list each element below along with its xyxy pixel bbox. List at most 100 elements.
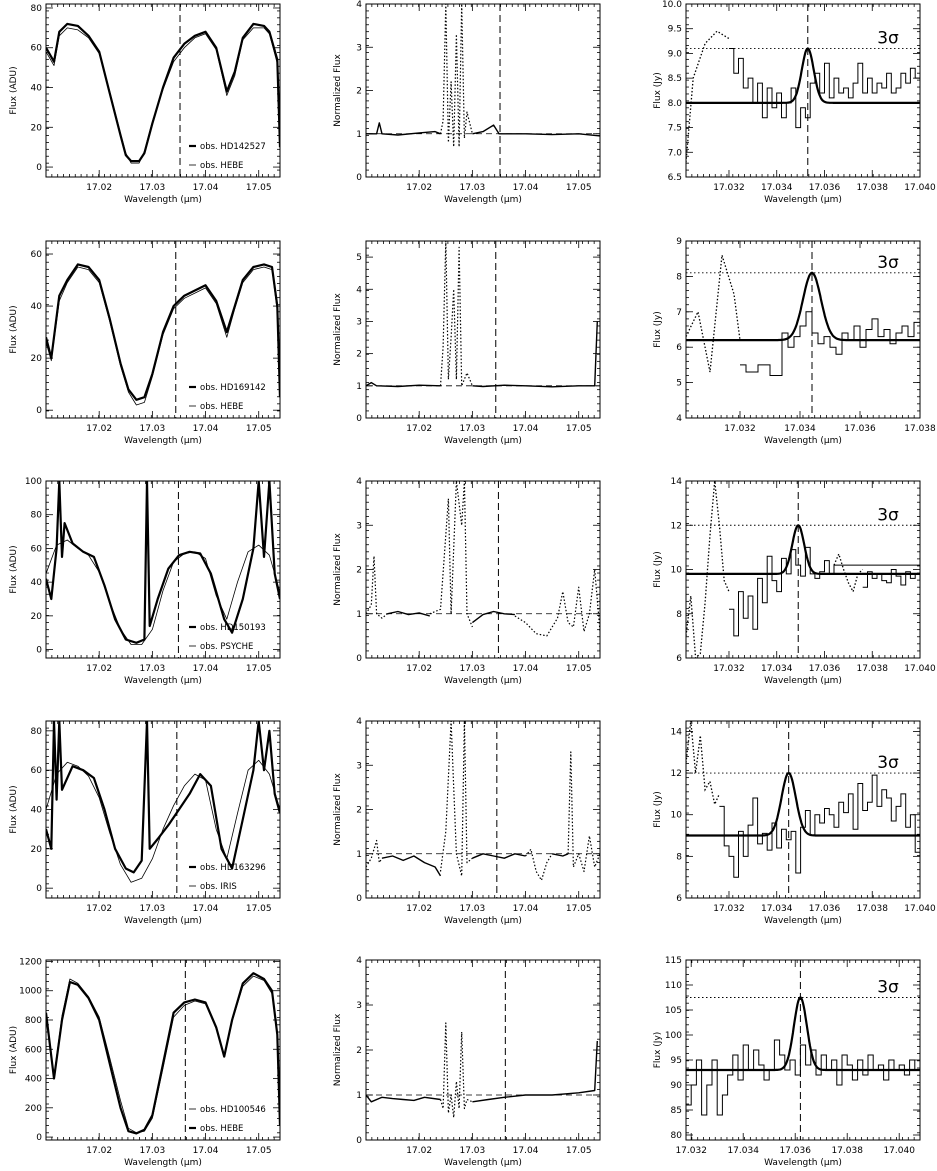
- axis-ticks: [686, 721, 921, 899]
- x-tick-label: 17.036: [809, 904, 841, 914]
- y-axis-label: Flux (ADU): [9, 545, 19, 593]
- panel-r3-c1: 17.02 17.03 17.04 17.05 0 20 40 60 80 100 Waveleng…: [9, 477, 281, 686]
- x-tick-label: 17.038: [856, 904, 888, 914]
- plot-frame: [365, 480, 601, 659]
- y-tick-label: 6: [676, 654, 682, 664]
- legend-label: obs. HEBE: [200, 402, 243, 412]
- y-tick-label: 80: [31, 727, 43, 737]
- y-tick-label: 115: [665, 956, 682, 966]
- x-tick-label: 17.02: [86, 904, 112, 914]
- x-tick-label: 17.036: [779, 1146, 811, 1156]
- x-tick-label: 17.032: [713, 904, 745, 914]
- x-tick-label: 17.05: [566, 1146, 592, 1156]
- legend-label: obs. HD150193: [200, 623, 266, 633]
- y-tick-label: 20: [31, 354, 43, 364]
- legend-label: obs. HD142527: [200, 142, 266, 152]
- legend-label: obs. HEBE: [200, 161, 243, 171]
- axis-ticks: [366, 3, 600, 178]
- panel-r5-c2: 17.02 17.03 17.04 17.05 0 1 2 3 4 Wavelength (μm)…: [333, 956, 601, 1168]
- y-tick-label: 9.5: [668, 25, 682, 35]
- plot-area: [46, 481, 280, 658]
- legend-label: obs. HD169142: [200, 383, 266, 393]
- panel-r4-c3: 17.032 17.034 17.036 17.038 17.040 6 8 10 12 14 Wa…: [653, 720, 936, 926]
- y-tick-label: 400: [25, 1075, 42, 1085]
- y-tick-label: 14: [671, 727, 683, 737]
- spectrum-series-3: [439, 721, 473, 877]
- y-tick-label: 14: [671, 477, 683, 487]
- y-tick-label: 0: [356, 414, 362, 424]
- x-tick-label: 17.03: [459, 183, 485, 193]
- y-tick-label: 1: [356, 850, 362, 860]
- panel-r2-c2: 17.02 17.03 17.04 17.05 0 1 2 3 4 5 Wavelength (μm…: [333, 240, 601, 446]
- x-tick-label: 17.040: [883, 1146, 915, 1156]
- x-axis-label: Wavelength (μm): [764, 436, 842, 446]
- plot-area: [366, 241, 600, 418]
- x-axis-label: Wavelength (μm): [764, 195, 842, 205]
- spectrum-series-3: [472, 124, 600, 137]
- y-tick-label: 7.0: [668, 148, 683, 158]
- y-axis-label: Normalized Flux: [333, 1013, 343, 1086]
- y-axis-label: Normalized Flux: [333, 533, 343, 606]
- x-tick-label: 17.04: [513, 183, 539, 193]
- y-tick-label: 60: [31, 44, 43, 54]
- gaussian-fit: [686, 996, 920, 1072]
- legend-label: obs. PSYCHE: [200, 642, 253, 652]
- x-tick-label: 17.032: [724, 424, 756, 434]
- y-tick-label: 7: [676, 308, 682, 318]
- three-sigma-label: 3σ: [877, 753, 899, 773]
- y-tick-label: 110: [665, 981, 682, 991]
- spectrum-series-1: [46, 972, 280, 1135]
- legend-label: obs. HEBE: [200, 1124, 243, 1134]
- spectrum-series-2: [46, 975, 280, 1134]
- y-axis-label: Normalized Flux: [333, 293, 343, 366]
- x-tick-label: 17.03: [139, 664, 165, 674]
- panel-r3-c2: 17.02 17.03 17.04 17.05 0 1 2 3 4 Wavelength (μm)…: [333, 477, 601, 686]
- y-tick-label: 80: [31, 4, 43, 14]
- x-tick-label: 17.03: [139, 424, 165, 434]
- three-sigma-label: 3σ: [877, 28, 899, 48]
- axis-ticks: [366, 720, 600, 899]
- x-tick-label: 17.03: [139, 1146, 165, 1156]
- spectrum-series-2: [439, 1022, 473, 1119]
- y-tick-label: 0: [36, 1133, 42, 1143]
- y-tick-label: 80: [671, 1131, 683, 1141]
- plot-frame: [45, 240, 281, 419]
- y-tick-label: 3: [356, 761, 362, 771]
- y-tick-label: 9.0: [668, 49, 683, 59]
- y-tick-label: 4: [676, 414, 682, 424]
- x-tick-label: 17.034: [761, 904, 793, 914]
- y-tick-label: 12: [671, 769, 682, 779]
- y-tick-label: 100: [665, 1031, 682, 1041]
- x-tick-label: 17.04: [193, 904, 219, 914]
- x-tick-label: 17.02: [86, 183, 112, 193]
- y-tick-label: 3: [356, 317, 362, 327]
- y-tick-label: 40: [31, 84, 43, 94]
- y-tick-label: 5: [676, 379, 682, 389]
- y-tick-label: 10: [671, 566, 683, 576]
- x-tick-label: 17.04: [193, 1146, 219, 1156]
- spectrum-dotted: [686, 255, 741, 373]
- three-sigma-label: 3σ: [877, 253, 899, 273]
- x-tick-label: 17.038: [856, 664, 888, 674]
- y-tick-label: 0: [356, 654, 362, 664]
- y-tick-label: 4: [356, 477, 362, 487]
- panel-r5-c3: 17.032 17.034 17.036 17.038 17.040 80 85 90 95 10…: [653, 956, 921, 1168]
- plot-frame: [685, 959, 921, 1141]
- x-axis-label: Wavelength (μm): [444, 1158, 522, 1168]
- y-tick-label: 2: [356, 1046, 362, 1056]
- plot-area: [46, 4, 280, 177]
- plot-area: [46, 241, 280, 418]
- plot-frame: [365, 3, 601, 178]
- y-tick-label: 20: [31, 612, 43, 622]
- y-tick-label: 6: [676, 894, 682, 904]
- spectrum-series-2: [381, 855, 442, 877]
- spectrum-histogram: [686, 1039, 920, 1116]
- plot-area: [46, 960, 280, 1140]
- x-axis-label: Wavelength (μm): [124, 676, 202, 686]
- panel-r2-c3: 17.032 17.034 17.036 17.038 4 5 6 7 8 9 Wavelength…: [653, 237, 936, 446]
- x-tick-label: 17.04: [193, 664, 219, 674]
- plot-area: [686, 960, 920, 1140]
- spectrum-series-1: [366, 122, 441, 136]
- y-axis-label: Flux (ADU): [9, 785, 19, 833]
- y-tick-label: 95: [671, 1056, 682, 1066]
